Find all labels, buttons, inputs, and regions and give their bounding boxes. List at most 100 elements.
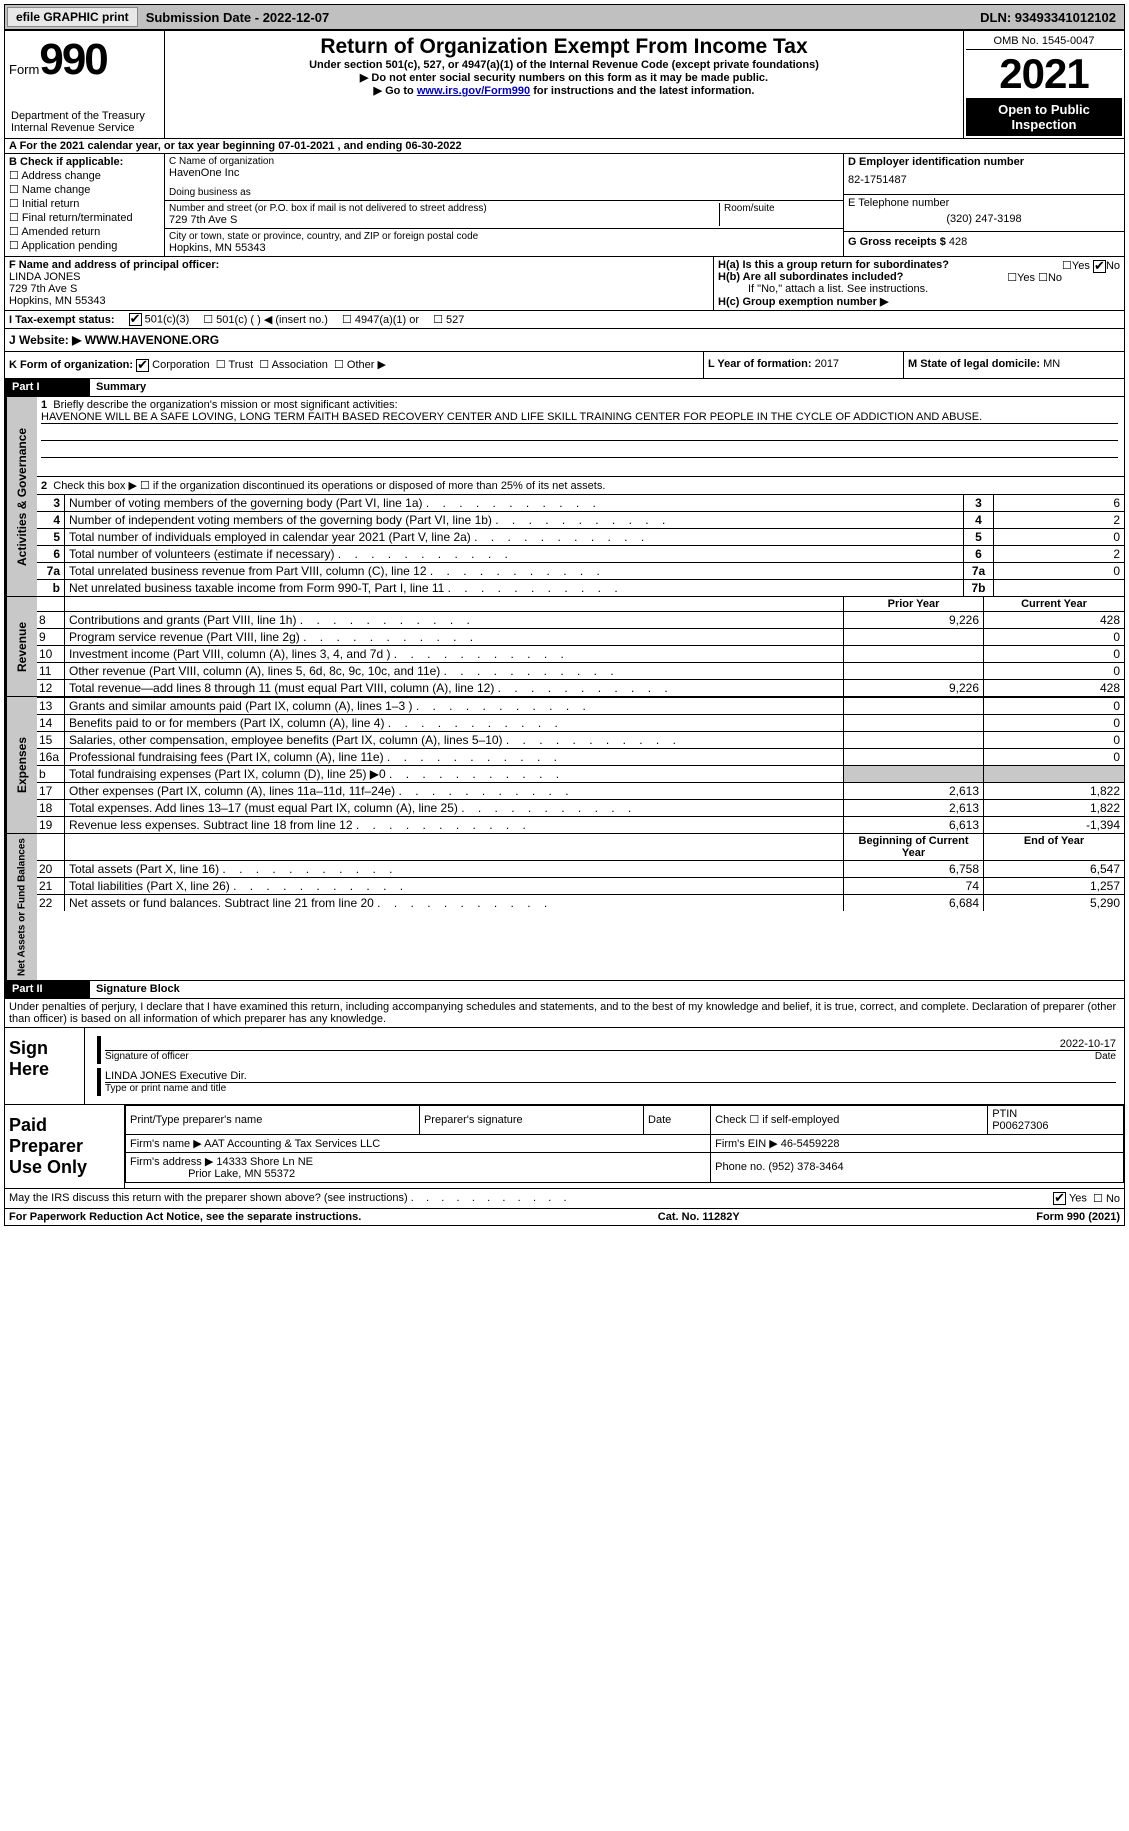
table-row: 9Program service revenue (Part VIII, lin… [35,628,1124,645]
col-c: C Name of organization HavenOne Inc Doin… [165,154,844,256]
city-state-zip: Hopkins, MN 55343 [169,242,839,254]
phone-value: (320) 247-3198 [848,209,1120,229]
opt-527[interactable]: ☐ 527 [433,313,464,326]
table-row: 14Benefits paid to or for members (Part … [35,714,1124,731]
table-row: 13Grants and similar amounts paid (Part … [35,697,1124,714]
cb-corporation[interactable] [136,359,149,372]
table-row: 15Salaries, other compensation, employee… [35,731,1124,748]
topbar: efile GRAPHIC print Submission Date - 20… [4,4,1125,30]
preparer-table: Print/Type preparer's name Preparer's si… [125,1105,1124,1183]
table-row: 20Total assets (Part X, line 16)6,7586,5… [35,860,1124,877]
street-addr: 729 7th Ave S [169,214,719,226]
hdr-begin-year: Beginning of Current Year [844,834,984,860]
ein-cell: D Employer identification number 82-1751… [844,154,1124,195]
discuss-no[interactable]: ☐ No [1093,1192,1120,1205]
website-value: WWW.HAVENONE.ORG [85,333,219,347]
footer-formid: Form 990 (2021) [1036,1211,1120,1223]
officer-label: F Name and address of principal officer: [9,259,709,271]
cb-address-change[interactable]: ☐ Address change [9,169,160,182]
hb-row: H(b) Are all subordinates included? ☐Yes… [718,271,1120,283]
row-website: J Website: ▶ WWW.HAVENONE.ORG [4,329,1125,352]
city-label: City or town, state or province, country… [169,231,839,242]
ptin-cell: PTINP00627306 [988,1105,1124,1134]
col-b-title: B Check if applicable: [9,156,160,168]
tax-year: 2021 [966,50,1122,98]
sig-officer-box: 2022-10-17 Signature of officer Date [97,1036,1120,1064]
table-row: 11Other revenue (Part VIII, column (A), … [35,662,1124,679]
form-number-box: Form990 Department of the Treasury Inter… [5,31,165,138]
opt-501c[interactable]: ☐ 501(c) ( ) ◀ (insert no.) [203,313,328,326]
part2-title: Signature Block [89,981,1124,998]
table-row: 4Number of independent voting members of… [35,511,1124,528]
cb-name-change[interactable]: ☐ Name change [9,183,160,196]
row-klm: K Form of organization: Corporation ☐ Tr… [4,352,1125,379]
goto-prefix: ▶ Go to [374,85,417,97]
sig-name: LINDA JONES Executive Dir. [105,1070,1116,1082]
dba-label: Doing business as [169,187,839,198]
rows-revenue: 8Contributions and grants (Part VIII, li… [35,611,1124,696]
hc-label: H(c) Group exemption number ▶ [718,296,888,308]
city-cell: City or town, state or province, country… [165,229,843,256]
hb-note: If "No," attach a list. See instructions… [718,283,1120,295]
section-net-assets: Net Assets or Fund Balances Beginning of… [4,834,1125,981]
cb-amended[interactable]: ☐ Amended return [9,225,160,238]
table-row: 16aProfessional fundraising fees (Part I… [35,748,1124,765]
officer-addr1: 729 7th Ave S [9,283,709,295]
note-ssn: ▶ Do not enter social security numbers o… [169,71,959,84]
table-row: bNet unrelated business taxable income f… [35,579,1124,596]
side-revenue: Revenue [5,597,37,696]
cb-other[interactable]: Other ▶ [347,359,386,371]
paid-preparer-label: Paid Preparer Use Only [5,1105,125,1188]
block-bcd: B Check if applicable: ☐ Address change … [4,154,1125,257]
firm-addr-cell: Firm's address ▶ 14333 Shore Ln NE Prior… [126,1152,711,1182]
officer-name: LINDA JONES [9,271,709,283]
col-b: B Check if applicable: ☐ Address change … [5,154,165,256]
principal-officer: F Name and address of principal officer:… [5,257,714,310]
form-word: Form [9,62,39,77]
cb-trust[interactable]: Trust [229,359,254,371]
table-row: bTotal fundraising expenses (Part IX, co… [35,765,1124,782]
cb-pending[interactable]: ☐ Application pending [9,239,160,252]
table-row: 18Total expenses. Add lines 13–17 (must … [35,799,1124,816]
hb-yes[interactable]: Yes [1017,272,1035,284]
table-row: 3Number of voting members of the governi… [35,495,1124,511]
org-name-label: C Name of organization [169,156,839,167]
prep-self-employed[interactable]: Check ☐ if self-employed [711,1105,988,1134]
gross-cell: G Gross receipts $ 428 [844,232,1124,252]
form-org: K Form of organization: Corporation ☐ Tr… [5,352,704,378]
row-a-tax-year: A For the 2021 calendar year, or tax yea… [4,139,1125,154]
h-column: H(a) Is this a group return for subordin… [714,257,1124,310]
state-domicile: M State of legal domicile: MN [904,352,1124,378]
opt-4947[interactable]: ☐ 4947(a)(1) or [342,313,419,326]
side-expenses: Expenses [5,697,37,833]
table-row: 8Contributions and grants (Part VIII, li… [35,611,1124,628]
part2-header: Part II Signature Block [4,981,1125,999]
hdr-current-year: Current Year [984,597,1124,611]
footer-catno: Cat. No. 11282Y [658,1211,740,1223]
ha-row: H(a) Is this a group return for subordin… [718,259,1120,271]
form-subtitle: Under section 501(c), 527, or 4947(a)(1)… [169,59,959,71]
cb-final-return[interactable]: ☐ Final return/terminated [9,211,160,224]
omb-number: OMB No. 1545-0047 [966,33,1122,50]
ein-value: 82-1751487 [848,168,1120,192]
efile-print-button[interactable]: efile GRAPHIC print [7,7,138,27]
cb-initial-return[interactable]: ☐ Initial return [9,197,160,210]
table-row: 12Total revenue—add lines 8 through 11 (… [35,679,1124,696]
side-activities: Activities & Governance [5,397,37,596]
org-name: HavenOne Inc [169,167,839,179]
ptin-value: P00627306 [992,1120,1048,1132]
opt-501c3[interactable]: 501(c)(3) [129,313,190,326]
firm-addr2: Prior Lake, MN 55372 [188,1168,295,1180]
discuss-yes[interactable]: Yes [1053,1192,1087,1205]
ha-yes[interactable]: Yes [1072,260,1090,272]
ein-label: D Employer identification number [848,156,1120,168]
website-label: J Website: ▶ [9,333,81,347]
irs-link[interactable]: www.irs.gov/Form990 [417,85,530,97]
ha-no-checkbox[interactable] [1093,260,1106,273]
cb-association[interactable]: Association [272,359,328,371]
hb-no[interactable]: No [1048,272,1062,284]
rows-net-assets: 20Total assets (Part X, line 16)6,7586,5… [35,860,1124,911]
firm-name-cell: Firm's name ▶ AAT Accounting & Tax Servi… [126,1134,711,1152]
part1-header: Part I Summary [4,379,1125,397]
sig-name-box: LINDA JONES Executive Dir. Type or print… [97,1068,1120,1096]
